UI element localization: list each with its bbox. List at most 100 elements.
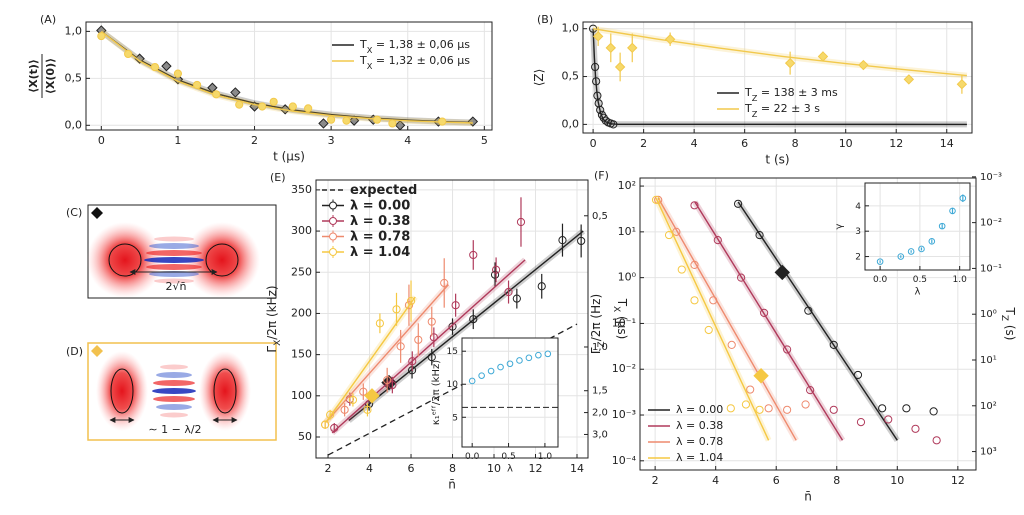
data-point	[709, 296, 718, 305]
plot-background	[462, 338, 558, 447]
y2-tick-label: 10⁻³	[980, 172, 1002, 183]
data-point	[614, 61, 626, 73]
x-tick-label: 12	[889, 137, 903, 150]
x-tick-label: 0.5	[913, 275, 927, 285]
width-label: ∼ 1 − λ/2	[148, 423, 201, 436]
data-point	[783, 345, 792, 354]
data-point	[440, 278, 449, 288]
data-point	[884, 415, 893, 424]
y-tick-label: 15	[447, 347, 458, 357]
x-tick-label: 12	[529, 462, 543, 475]
data-point	[858, 59, 869, 71]
x-tick-label: 8	[833, 474, 840, 487]
y-tick-label: 5	[452, 413, 458, 423]
x-tick-label: 8	[449, 462, 456, 475]
data-point	[727, 340, 736, 349]
legend-label: λ = 1.04	[676, 451, 723, 464]
blob-outline	[110, 368, 134, 414]
x-tick-label: 0.0	[465, 452, 480, 462]
y2-tick-label: 3,0	[592, 429, 608, 440]
data-point	[876, 258, 884, 265]
y-tick-label: 10	[447, 380, 459, 390]
interference-fringes	[144, 236, 204, 284]
y-tick-label: 2	[855, 252, 861, 262]
data-point	[897, 253, 905, 260]
fit-line	[655, 197, 770, 441]
y2-tick-label: 10²	[980, 401, 997, 412]
x-tick-label: 3	[328, 134, 335, 147]
data-point	[690, 296, 699, 305]
y-tick-label: 0,5	[65, 71, 83, 84]
x-tick-label: 1.0	[538, 452, 553, 462]
state-marker	[91, 207, 103, 219]
x-tick-label: 4	[691, 137, 698, 150]
data-point	[627, 42, 638, 54]
data-point	[487, 367, 495, 375]
y2-tick-label: 10⁻²	[980, 218, 1002, 229]
data-point	[388, 119, 397, 128]
data-point	[288, 102, 297, 111]
y-axis-label: ⟨Z⟩	[532, 69, 546, 87]
x-tick-label: 2	[652, 474, 659, 487]
x-tick-label: 6	[408, 462, 415, 475]
y-axis-label: γ	[834, 223, 845, 229]
highlight-point	[364, 388, 380, 404]
plot-frame	[85, 21, 493, 131]
y-tick-label: 1,0	[562, 22, 580, 35]
y-tick-label: 100	[291, 389, 312, 402]
data-point	[327, 115, 336, 124]
data-point	[207, 82, 218, 93]
fit-line	[737, 201, 898, 441]
y-axis-label: ΓX/2π (kHz)	[265, 285, 283, 352]
data-point	[340, 405, 349, 414]
panel-label: (B)	[537, 13, 553, 26]
y2-tick-label: 2,0	[592, 408, 608, 419]
y2-tick-label: 10⁻¹	[980, 263, 1002, 274]
x-axis-label: λ	[915, 287, 921, 298]
data-point	[911, 424, 920, 433]
data-point	[903, 74, 915, 85]
y-axis-label: ΓZ/2π (Hz)	[589, 294, 607, 354]
x-tick-label: 6	[773, 474, 780, 487]
y2-tick-label: 10¹	[980, 355, 997, 366]
data-point	[192, 80, 202, 90]
data-point	[959, 194, 967, 202]
data-point	[504, 287, 513, 297]
data-point	[783, 405, 792, 414]
data-point	[544, 350, 552, 358]
y2-tick-label: 1,0	[592, 342, 608, 353]
x-tick-label: 4	[366, 462, 373, 475]
x-tick-label: 12	[951, 474, 965, 487]
legend-swatch	[329, 217, 337, 225]
y-axis-label-numerator: ⟨X(t)⟩	[27, 59, 40, 93]
data-point	[97, 31, 106, 41]
legend-label: TZ = 22 ± 3 s	[744, 102, 820, 119]
squeezed-blob	[199, 351, 251, 431]
data-point	[525, 354, 533, 362]
data-point	[388, 381, 397, 390]
data-point	[737, 273, 746, 282]
data-point	[817, 51, 829, 62]
data-point	[804, 306, 813, 315]
data-point	[596, 105, 605, 115]
y-tick-label: 10¹	[618, 225, 636, 238]
plot-frame	[639, 177, 977, 471]
data-point	[392, 305, 401, 314]
data-point	[438, 117, 447, 126]
plot-background	[86, 22, 492, 130]
fit-line	[694, 201, 844, 441]
legend-label: TZ = 138 ± 3 ms	[744, 86, 838, 103]
data-point	[363, 405, 372, 414]
plot-frame	[315, 179, 589, 459]
x-tick-label: 0	[590, 137, 597, 150]
data-point	[348, 115, 360, 126]
x-tick-label: 4	[712, 474, 719, 487]
legend-label: TX = 1,32 ± 0,06 μs	[359, 54, 470, 71]
data-point	[535, 351, 542, 359]
y2-tick-label: 0,5	[592, 211, 608, 222]
legend-swatch	[329, 232, 337, 241]
x-tick-label: 10	[839, 137, 853, 150]
data-point	[516, 217, 526, 227]
data-point	[601, 116, 610, 125]
